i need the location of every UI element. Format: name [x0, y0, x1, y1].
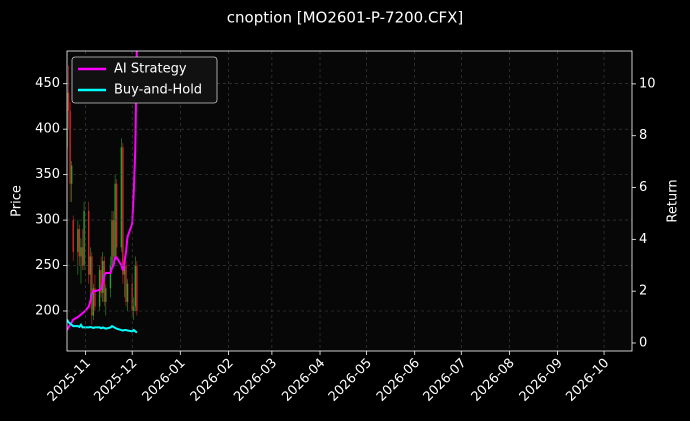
candle-body	[94, 288, 96, 307]
candle-body	[91, 256, 93, 316]
candle-body	[102, 261, 104, 293]
y-tick-label: 450	[35, 76, 60, 91]
legend-box	[71, 56, 218, 104]
candle-body	[100, 270, 102, 293]
candle-body	[134, 265, 136, 307]
candle-body	[111, 220, 113, 266]
candle-body	[109, 265, 112, 289]
plot-content	[67, 51, 138, 334]
x-tick-label: 2026-07	[421, 356, 470, 405]
candle-body	[126, 283, 129, 302]
y2-tick-label: 6	[639, 180, 647, 195]
candle-body	[69, 111, 71, 184]
candle-body	[120, 147, 123, 248]
y2-tick-label: 2	[639, 284, 647, 299]
y2-tick-label: 4	[639, 232, 647, 247]
candle-body	[80, 247, 82, 257]
x-tick-label: 2026-05	[326, 356, 375, 405]
candle-body	[112, 220, 115, 257]
candle-body	[136, 265, 138, 311]
y2-tick-label: 10	[639, 76, 656, 91]
series-line	[67, 319, 138, 334]
candle-body	[70, 165, 73, 184]
candle-body	[92, 288, 95, 316]
chart-title: cnoption [MO2601-P-7200.CFX]	[227, 9, 463, 27]
y-tick-label: 200	[35, 304, 60, 319]
candle-body	[88, 211, 90, 275]
y-tick-label: 350	[35, 167, 60, 182]
x-tick-label: 2026-09	[517, 356, 566, 405]
y-tick-label: 400	[35, 122, 60, 137]
candle-body	[89, 256, 91, 275]
candle-body	[77, 229, 79, 252]
candle-body	[123, 265, 126, 275]
legend-label: Buy-and-Hold	[114, 83, 202, 98]
candle-body	[115, 183, 118, 248]
x-tick-label: 2026-08	[469, 356, 518, 405]
x-tick-label: 2025-12	[91, 356, 140, 405]
candle-body	[133, 306, 135, 311]
legend-label: AI Strategy	[114, 62, 187, 77]
x-tick-label: 2026-03	[231, 356, 280, 405]
x-tick-label: 2026-04	[279, 356, 328, 405]
candle-body	[81, 247, 84, 266]
candle-body	[67, 92, 70, 111]
x-tick-label: 2026-06	[374, 356, 423, 405]
series-line	[67, 51, 138, 331]
y-axis-label: Price	[10, 185, 25, 217]
x-tick-label: 2026-01	[140, 356, 189, 405]
candle-body	[72, 220, 74, 252]
y-tick-label: 300	[35, 213, 60, 228]
y2-tick-label: 8	[639, 128, 647, 143]
y2-axis-label: Return	[666, 179, 681, 222]
candle-body	[125, 265, 127, 302]
candle-body	[103, 261, 105, 302]
y2-tick-label: 0	[639, 335, 647, 350]
x-tick-label: 2026-10	[563, 356, 612, 405]
candle-body	[122, 147, 124, 275]
candle-body	[98, 270, 101, 307]
x-tick-label: 2026-02	[188, 356, 237, 405]
candle-body	[105, 288, 107, 302]
y-tick-label: 250	[35, 258, 60, 273]
plot-frame	[66, 50, 633, 352]
x-tick-label: 2025-11	[45, 356, 94, 405]
candle-body	[78, 229, 81, 257]
candle-body	[83, 211, 85, 266]
